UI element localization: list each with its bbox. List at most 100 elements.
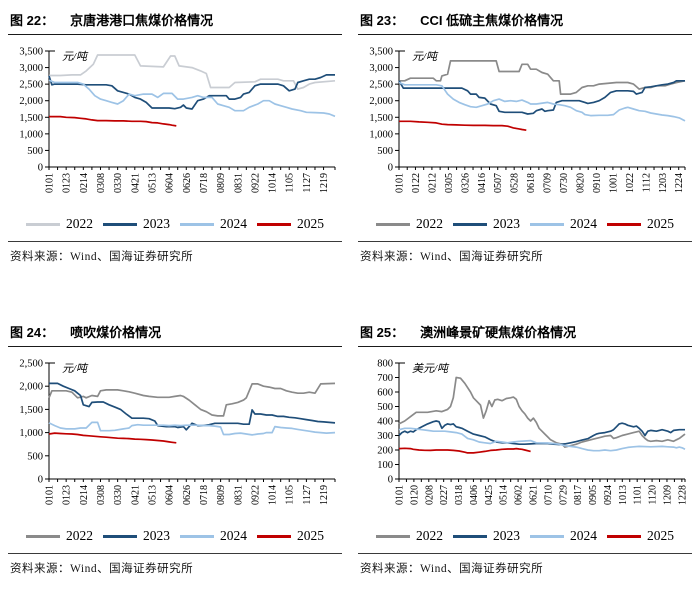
x-tick-label: 0528 xyxy=(510,173,521,193)
series-line-2022 xyxy=(398,376,686,448)
legend-label: 2023 xyxy=(143,216,170,231)
series-line-2022 xyxy=(48,382,336,417)
legend-swatch-2024 xyxy=(180,222,214,226)
legend-label: 2023 xyxy=(493,528,520,543)
x-tick-label: 0924 xyxy=(603,485,614,505)
legend-item-2024: 2024 xyxy=(530,216,597,232)
series-line-2025 xyxy=(48,432,177,444)
panel-header: 图 22： 京唐港港口焦煤价格情况 xyxy=(8,8,342,35)
x-tick-label: 0604 xyxy=(165,485,176,505)
x-tick-label: 1014 xyxy=(268,173,279,193)
x-tick-label: 0922 xyxy=(250,485,261,505)
y-tick-label: 3,000 xyxy=(369,63,393,74)
series-line-2025 xyxy=(398,447,531,454)
legend-swatch-2022 xyxy=(26,222,60,226)
y-tick-label: 2,000 xyxy=(19,382,43,393)
y-tick-label: 300 xyxy=(377,431,393,442)
x-tick-label: 0208 xyxy=(424,485,435,505)
series-line-2022 xyxy=(399,60,686,95)
axis-unit-label: 元/吨 xyxy=(412,50,439,63)
x-tick-label: 0513 xyxy=(147,173,158,193)
figure-label: 图 24： xyxy=(10,325,55,340)
x-tick-label: 0710 xyxy=(543,485,554,505)
axis-unit-label: 元/吨 xyxy=(62,50,89,63)
x-tick-label: 0330 xyxy=(113,173,124,193)
x-tick-label: 0618 xyxy=(526,173,537,193)
x-tick-label: 0513 xyxy=(147,485,158,505)
x-tick-label: 0817 xyxy=(573,485,584,505)
figure-title: 澳洲峰景矿硬焦煤价格情况 xyxy=(420,325,577,340)
legend-swatch-2022 xyxy=(376,222,410,226)
series-line-2023 xyxy=(48,74,335,110)
x-tick-label: 0212 xyxy=(427,173,438,193)
legend-item-2025: 2025 xyxy=(257,528,324,544)
y-tick-label: 1,500 xyxy=(369,113,393,124)
x-tick-label: 0123 xyxy=(62,173,73,193)
x-tick-label: 0809 xyxy=(216,485,227,505)
panel-header: 图 24： 喷吹煤价格情况 xyxy=(8,320,342,347)
source-note: 资料来源：Wind、国海证券研究所 xyxy=(8,553,342,576)
x-tick-label: 0122 xyxy=(411,173,422,193)
x-tick-label: 0101 xyxy=(45,485,56,505)
figure-label: 图 25： xyxy=(360,325,405,340)
y-tick-label: 500 xyxy=(377,146,393,157)
x-tick-label: 0416 xyxy=(477,173,488,193)
legend-label: 2022 xyxy=(416,528,443,543)
x-tick-label: 0922 xyxy=(250,173,261,193)
panel-header: 图 25： 澳洲峰景矿硬焦煤价格情况 xyxy=(358,320,692,347)
x-tick-label: 0308 xyxy=(96,485,107,505)
x-tick-label: 0120 xyxy=(409,485,420,505)
series-line-2024 xyxy=(398,81,686,122)
line-chart-cci: 0 500 1,000 1,500 2,000 2,500 3,000 3,500 0101 01… xyxy=(369,47,686,193)
panel-header: 图 23： CCI 低硫主焦煤价格情况 xyxy=(358,8,692,35)
chart-legend: 2022 2023 2024 2025 xyxy=(8,527,342,545)
legend-label: 2024 xyxy=(570,216,597,231)
figure-label: 图 23： xyxy=(360,13,405,28)
x-tick-label: 1224 xyxy=(674,173,685,193)
y-tick-label: 800 xyxy=(377,359,393,370)
legend-swatch-2024 xyxy=(530,222,564,226)
legend-swatch-2023 xyxy=(453,222,487,226)
x-tick-label: 1001 xyxy=(608,173,619,193)
y-tick-label: 2,000 xyxy=(369,96,393,107)
figure-title: CCI 低硫主焦煤价格情况 xyxy=(420,13,564,28)
x-tick-label: 1105 xyxy=(285,485,296,505)
legend-item-2025: 2025 xyxy=(607,528,674,544)
x-tick-label: 0318 xyxy=(454,485,465,505)
x-tick-label: 0626 xyxy=(182,485,193,505)
legend-label: 2022 xyxy=(416,216,443,231)
x-tick-label: 1013 xyxy=(618,485,629,505)
x-tick-label: 0809 xyxy=(216,173,227,193)
top-row: 图 22： 京唐港港口焦煤价格情况 0 500 1,000 1,500 2,000 2,5… xyxy=(0,0,700,264)
y-tick-label: 2,000 xyxy=(19,96,43,107)
panel-fig23: 图 23： CCI 低硫主焦煤价格情况 0 500 1,000 1,500 2,000 2… xyxy=(350,0,700,264)
x-tick-label: 0308 xyxy=(96,173,107,193)
x-tick-label: 0101 xyxy=(395,173,406,193)
chart-legend: 2022 2023 2024 2025 xyxy=(358,215,692,233)
y-tick-label: 3,000 xyxy=(19,63,43,74)
x-tick-label: 0729 xyxy=(558,485,569,505)
series-line-2023 xyxy=(398,79,685,115)
y-tick-label: 1,000 xyxy=(19,428,43,439)
y-tick-label: 2,500 xyxy=(19,80,43,91)
legend-swatch-2023 xyxy=(103,222,137,226)
axis-unit-label: 元/吨 xyxy=(62,362,89,375)
legend-label: 2025 xyxy=(297,216,324,231)
legend-swatch-2024 xyxy=(180,534,214,538)
x-tick-label: 0425 xyxy=(484,485,495,505)
x-tick-label: 1228 xyxy=(677,485,688,505)
y-tick-label: 2,500 xyxy=(369,80,393,91)
x-tick-label: 0421 xyxy=(130,173,141,193)
x-tick-label: 1014 xyxy=(268,485,279,505)
x-tick-label: 0421 xyxy=(130,485,141,505)
source-note: 资料来源：Wind、国海证券研究所 xyxy=(358,241,692,264)
x-tick-label: 0718 xyxy=(199,173,210,193)
legend-item-2024: 2024 xyxy=(180,528,247,544)
y-tick-label: 500 xyxy=(27,146,43,157)
panel-fig25: 图 25： 澳洲峰景矿硬焦煤价格情况 0 100 200 300 400 500 600 70… xyxy=(350,312,700,576)
legend-item-2022: 2022 xyxy=(376,528,443,544)
x-tick-label: 0101 xyxy=(45,173,56,193)
x-tick-label: 1219 xyxy=(319,173,330,193)
legend-item-2025: 2025 xyxy=(257,216,324,232)
legend-item-2025: 2025 xyxy=(607,216,674,232)
